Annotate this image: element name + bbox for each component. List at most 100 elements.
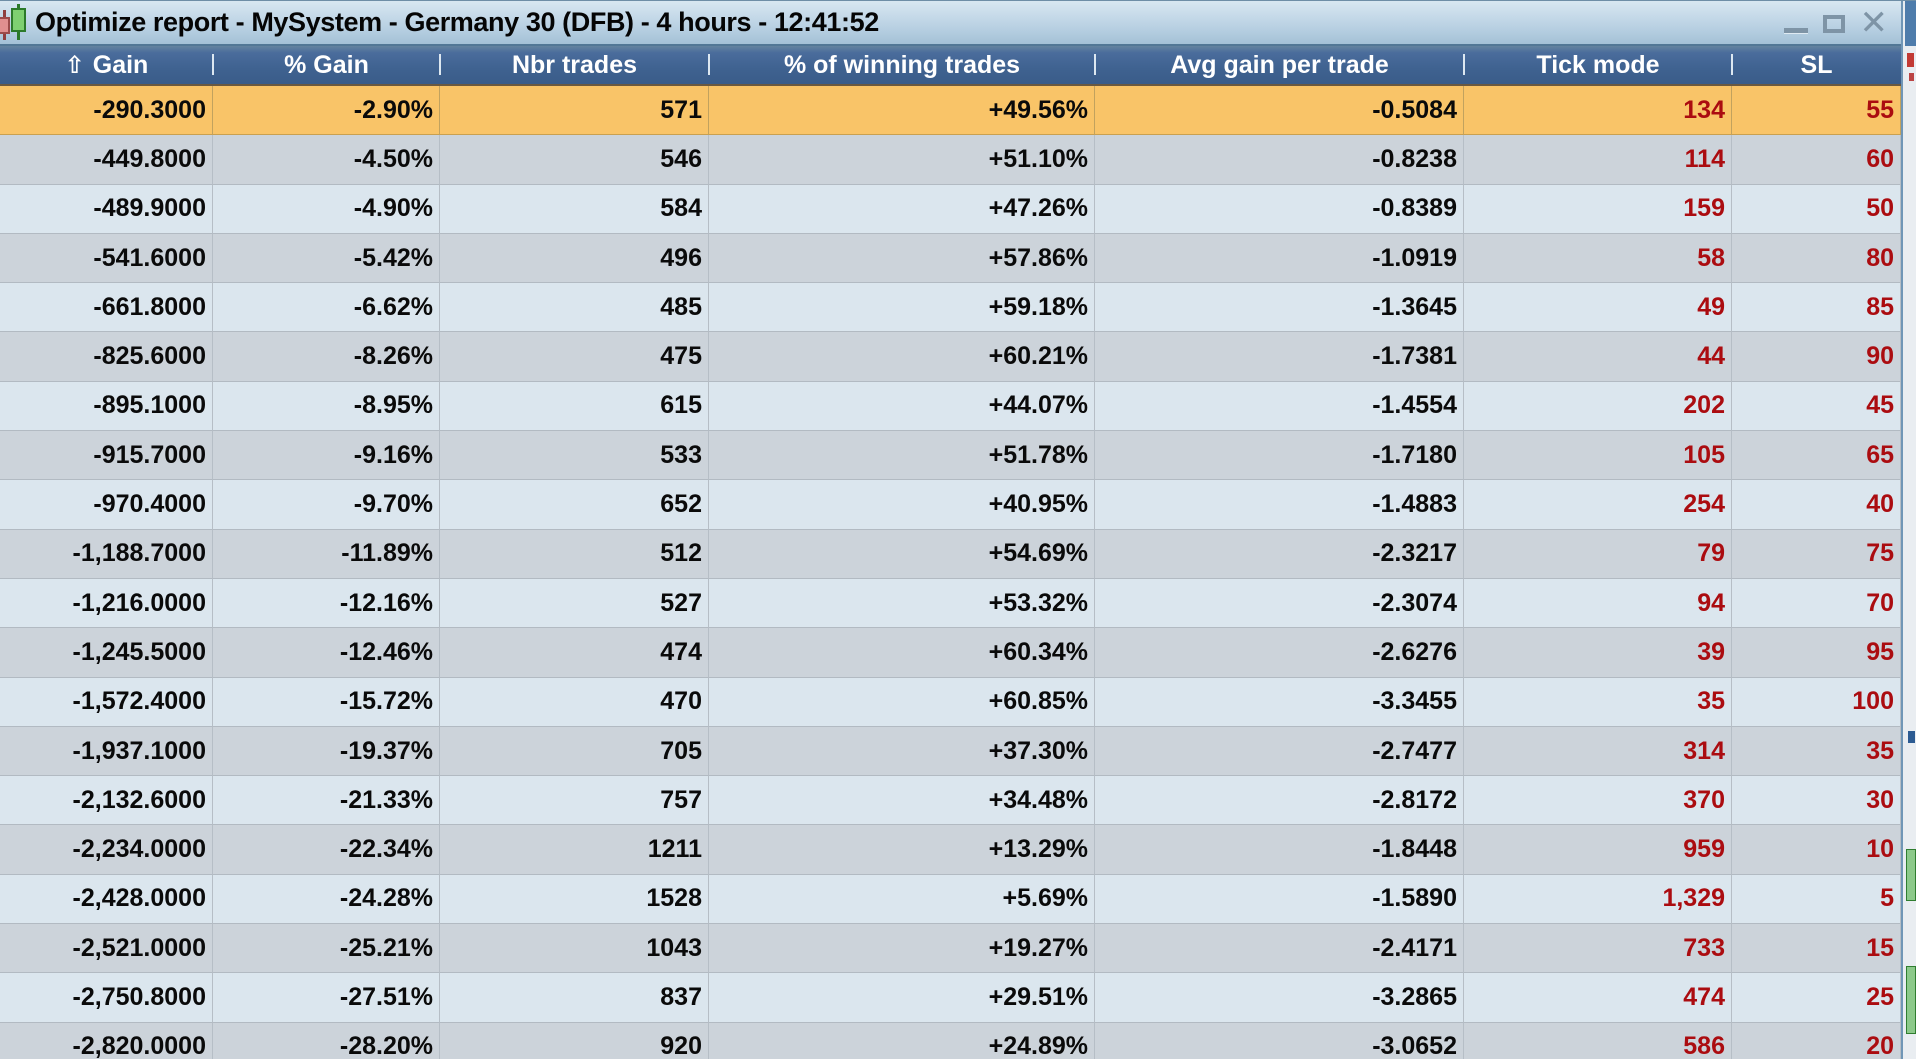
- cell-win_pct: +54.69%: [709, 529, 1095, 579]
- table-row[interactable]: -1,188.7000 -11.89% 512 +54.69% -2.3217 79 75: [0, 529, 1901, 579]
- cell-pct_gain: -6.62%: [213, 283, 440, 333]
- cell-tick_mode: 586: [1464, 1022, 1732, 1059]
- table-row[interactable]: -489.9000 -4.90% 584 +47.26% -0.8389 159 50: [0, 184, 1901, 234]
- column-header-label: Gain: [92, 50, 149, 79]
- cell-avg_gain: -2.8172: [1095, 776, 1464, 826]
- cell-trades: 837: [440, 973, 709, 1023]
- cell-tick_mode: 1,329: [1464, 874, 1732, 925]
- column-header-pct_gain[interactable]: % Gain: [212, 46, 440, 84]
- table-row[interactable]: -2,234.0000 -22.34% 1211 +13.29% -1.8448 959 1…: [0, 825, 1901, 875]
- column-header-sl[interactable]: SL: [1731, 46, 1901, 84]
- cell-tick_mode: 959: [1464, 825, 1732, 875]
- cell-gain: -970.4000: [0, 480, 213, 530]
- cell-gain: -1,937.1000: [0, 726, 213, 777]
- column-header-gain[interactable]: ⇧ Gain: [0, 46, 213, 84]
- candlestick-chart-icon: [0, 3, 33, 42]
- cell-win_pct: +24.89%: [709, 1022, 1095, 1059]
- table-row[interactable]: -1,245.5000 -12.46% 474 +60.34% -2.6276 39 95: [0, 628, 1901, 678]
- table-row[interactable]: -970.4000 -9.70% 652 +40.95% -1.4883 254 40: [0, 480, 1901, 530]
- cell-trades: 485: [440, 283, 709, 333]
- cell-avg_gain: -0.5084: [1095, 86, 1464, 136]
- cell-sl: 15: [1732, 924, 1901, 974]
- table-row[interactable]: -1,572.4000 -15.72% 470 +60.85% -3.3455 35 100: [0, 677, 1901, 727]
- cell-gain: -895.1000: [0, 381, 213, 432]
- cell-trades: 496: [440, 233, 709, 284]
- sort-ascending-icon: ⇧: [64, 51, 85, 79]
- table-row[interactable]: -661.8000 -6.62% 485 +59.18% -1.3645 49 85: [0, 283, 1901, 333]
- table-row[interactable]: -1,937.1000 -19.37% 705 +37.30% -2.7477 314 35: [0, 726, 1901, 777]
- cell-tick_mode: 39: [1464, 628, 1732, 678]
- table-row[interactable]: -1,216.0000 -12.16% 527 +53.32% -2.3074 94 70: [0, 578, 1901, 629]
- cell-tick_mode: 370: [1464, 776, 1732, 826]
- cell-win_pct: +51.10%: [709, 135, 1095, 185]
- column-header-trades[interactable]: Nbr trades: [439, 46, 709, 84]
- cell-gain: -2,750.8000: [0, 973, 213, 1023]
- table-row[interactable]: -2,428.0000 -24.28% 1528 +5.69% -1.5890 1,329…: [0, 874, 1901, 925]
- cell-sl: 25: [1732, 973, 1901, 1023]
- cell-trades: 705: [440, 726, 709, 777]
- cell-win_pct: +53.32%: [709, 578, 1095, 629]
- column-header-label: Tick mode: [1536, 50, 1660, 79]
- table-row[interactable]: -290.3000 -2.90% 571 +49.56% -0.5084 134 55: [0, 86, 1901, 136]
- close-button[interactable]: ✕: [1860, 6, 1889, 40]
- cell-avg_gain: -1.3645: [1095, 283, 1464, 333]
- background-window-sliver: [1901, 1, 1916, 1059]
- table-row[interactable]: -895.1000 -8.95% 615 +44.07% -1.4554 202 45: [0, 381, 1901, 432]
- cell-win_pct: +57.86%: [709, 233, 1095, 284]
- cell-gain: -449.8000: [0, 135, 213, 185]
- cell-gain: -825.6000: [0, 332, 213, 382]
- table-row[interactable]: -449.8000 -4.50% 546 +51.10% -0.8238 114 60: [0, 135, 1901, 185]
- cell-sl: 100: [1732, 677, 1901, 727]
- column-header-tick_mode[interactable]: Tick mode: [1463, 46, 1732, 84]
- cell-sl: 95: [1732, 628, 1901, 678]
- cell-win_pct: +13.29%: [709, 825, 1095, 875]
- cell-avg_gain: -3.0652: [1095, 1022, 1464, 1059]
- table-row[interactable]: -2,820.0000 -28.20% 920 +24.89% -3.0652 586 20: [0, 1022, 1901, 1059]
- cell-sl: 50: [1732, 184, 1901, 234]
- column-header-label: SL: [1800, 50, 1833, 79]
- cell-tick_mode: 733: [1464, 924, 1732, 974]
- cell-tick_mode: 105: [1464, 431, 1732, 481]
- cell-sl: 65: [1732, 431, 1901, 481]
- cell-sl: 75: [1732, 529, 1901, 579]
- minimize-button[interactable]: [1783, 27, 1808, 34]
- cell-trades: 512: [440, 529, 709, 579]
- cell-trades: 571: [440, 86, 709, 136]
- cell-gain: -2,521.0000: [0, 924, 213, 974]
- table-row[interactable]: -2,521.0000 -25.21% 1043 +19.27% -2.4171 733 1…: [0, 924, 1901, 974]
- cell-pct_gain: -27.51%: [213, 973, 440, 1023]
- cell-pct_gain: -21.33%: [213, 776, 440, 826]
- cell-sl: 30: [1732, 776, 1901, 826]
- cell-win_pct: +5.69%: [709, 874, 1095, 925]
- cell-pct_gain: -28.20%: [213, 1022, 440, 1059]
- cell-sl: 40: [1732, 480, 1901, 530]
- cell-win_pct: +59.18%: [709, 283, 1095, 333]
- cell-win_pct: +19.27%: [709, 924, 1095, 974]
- column-header-win_pct[interactable]: % of winning trades: [708, 46, 1095, 84]
- table-row[interactable]: -825.6000 -8.26% 475 +60.21% -1.7381 44 90: [0, 332, 1901, 382]
- cell-gain: -1,188.7000: [0, 529, 213, 579]
- window-titlebar[interactable]: Optimize report - MySystem - Germany 30 …: [0, 1, 1916, 46]
- cell-gain: -915.7000: [0, 431, 213, 481]
- table-row[interactable]: -2,132.6000 -21.33% 757 +34.48% -2.8172 370 30: [0, 776, 1901, 826]
- column-header-avg_gain[interactable]: Avg gain per trade: [1094, 46, 1464, 84]
- cell-trades: 474: [440, 628, 709, 678]
- cell-pct_gain: -25.21%: [213, 924, 440, 974]
- table-row[interactable]: -2,750.8000 -27.51% 837 +29.51% -3.2865 474 25: [0, 973, 1901, 1023]
- table-row[interactable]: -541.6000 -5.42% 496 +57.86% -1.0919 58 80: [0, 233, 1901, 284]
- table-row[interactable]: -915.7000 -9.16% 533 +51.78% -1.7180 105 65: [0, 431, 1901, 481]
- cell-tick_mode: 114: [1464, 135, 1732, 185]
- cell-sl: 5: [1732, 874, 1901, 925]
- cell-gain: -290.3000: [0, 86, 213, 136]
- column-header-label: Avg gain per trade: [1170, 50, 1389, 79]
- close-icon: ✕: [1859, 4, 1889, 42]
- maximize-button[interactable]: [1822, 15, 1845, 33]
- cell-pct_gain: -24.28%: [213, 874, 440, 925]
- cell-trades: 470: [440, 677, 709, 727]
- cell-pct_gain: -9.70%: [213, 480, 440, 530]
- cell-trades: 1528: [440, 874, 709, 925]
- cell-win_pct: +37.30%: [709, 726, 1095, 777]
- cell-trades: 615: [440, 381, 709, 432]
- cell-tick_mode: 254: [1464, 480, 1732, 530]
